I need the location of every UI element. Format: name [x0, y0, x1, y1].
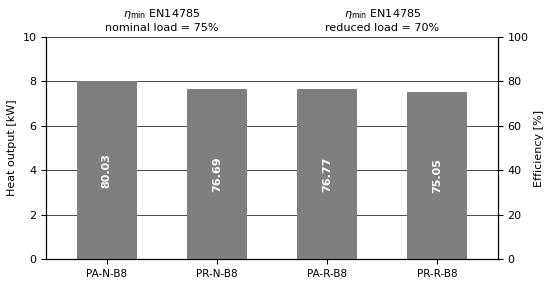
- Text: 76.77: 76.77: [322, 156, 332, 192]
- Text: 3.39: 3.39: [432, 208, 442, 235]
- Text: 4.02: 4.02: [322, 201, 332, 229]
- Text: 5.54: 5.54: [212, 184, 222, 211]
- Bar: [297, 89, 358, 259]
- Bar: [187, 89, 247, 259]
- Bar: [297, 170, 358, 259]
- Bar: [77, 111, 137, 259]
- Text: $\eta_{\mathrm{min}}$ EN14785
nominal load = 75%: $\eta_{\mathrm{min}}$ EN14785 nominal lo…: [105, 7, 219, 33]
- Text: $\eta_{\mathrm{min}}$ EN14785
reduced load = 70%: $\eta_{\mathrm{min}}$ EN14785 reduced lo…: [325, 7, 439, 33]
- Bar: [77, 81, 137, 259]
- Bar: [407, 92, 467, 259]
- Y-axis label: Efficiency [%]: Efficiency [%]: [534, 110, 544, 187]
- Y-axis label: Heat output [kW]: Heat output [kW]: [7, 100, 17, 196]
- Text: 76.69: 76.69: [212, 156, 222, 192]
- Bar: [407, 184, 467, 259]
- Text: 75.05: 75.05: [432, 158, 442, 193]
- Text: 80.03: 80.03: [102, 153, 112, 188]
- Bar: [187, 136, 247, 259]
- Text: 6.67: 6.67: [102, 171, 112, 199]
